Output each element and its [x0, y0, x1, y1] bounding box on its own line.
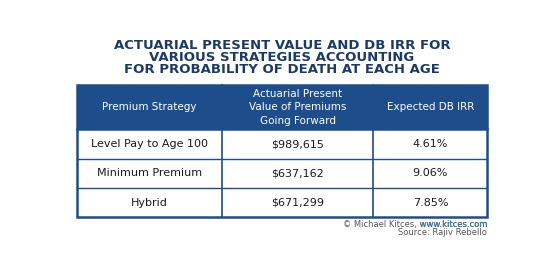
Text: Source: Rajiv Rebello: Source: Rajiv Rebello — [398, 228, 487, 237]
Text: $637,162: $637,162 — [272, 168, 324, 178]
Text: Minimum Premium: Minimum Premium — [97, 168, 202, 178]
Bar — [76, 129, 487, 159]
Bar — [76, 85, 487, 129]
Text: Level Pay to Age 100: Level Pay to Age 100 — [91, 139, 208, 149]
Text: $671,299: $671,299 — [271, 198, 324, 208]
Text: FOR PROBABILITY OF DEATH AT EACH AGE: FOR PROBABILITY OF DEATH AT EACH AGE — [124, 63, 440, 76]
Text: www.kitces.com: www.kitces.com — [349, 220, 487, 229]
Text: Expected DB IRR: Expected DB IRR — [387, 102, 474, 112]
Text: 4.61%: 4.61% — [412, 139, 448, 149]
Text: 7.85%: 7.85% — [412, 198, 448, 208]
Bar — [76, 85, 487, 217]
Bar — [76, 188, 487, 217]
Text: VARIOUS STRATEGIES ACCOUNTING: VARIOUS STRATEGIES ACCOUNTING — [149, 51, 415, 64]
Text: $989,615: $989,615 — [272, 139, 324, 149]
Text: 9.06%: 9.06% — [412, 168, 448, 178]
Text: Premium Strategy: Premium Strategy — [102, 102, 197, 112]
Text: Hybrid: Hybrid — [131, 198, 168, 208]
Text: Actuarial Present
Value of Premiums
Going Forward: Actuarial Present Value of Premiums Goin… — [249, 89, 346, 126]
Bar — [76, 159, 487, 188]
Text: © Michael Kitces, www.kitces.com: © Michael Kitces, www.kitces.com — [343, 220, 487, 229]
Text: ACTUARIAL PRESENT VALUE AND DB IRR FOR: ACTUARIAL PRESENT VALUE AND DB IRR FOR — [113, 39, 450, 52]
